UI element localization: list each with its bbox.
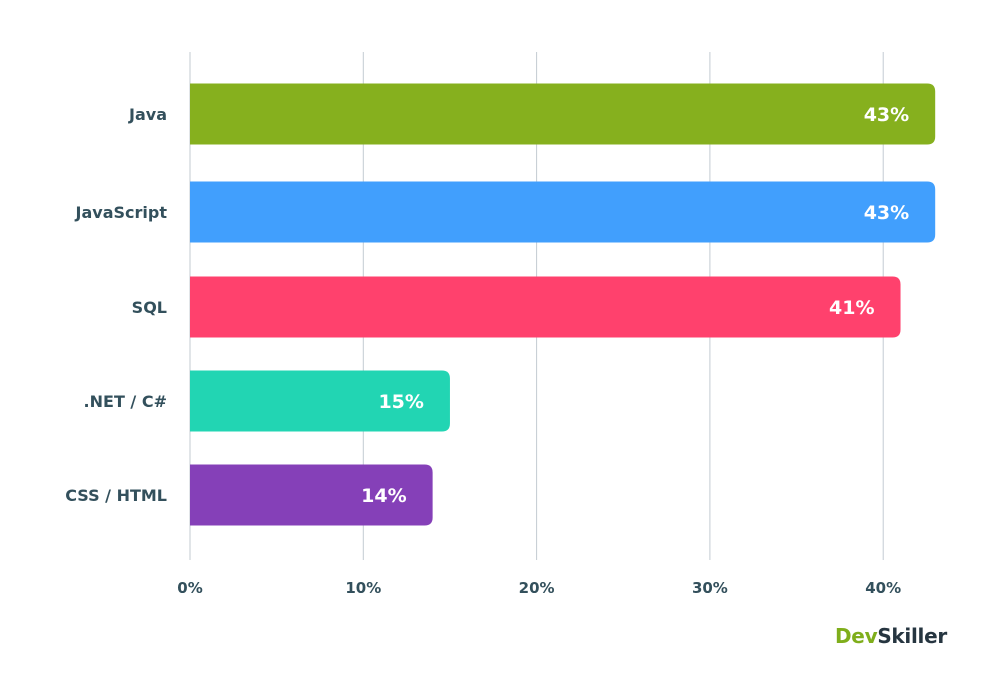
category-label: SQL (132, 298, 167, 317)
bar--net-c- (190, 370, 450, 432)
bar-javascript (190, 181, 936, 243)
category-label: CSS / HTML (65, 486, 167, 505)
value-label: 41% (829, 297, 874, 319)
devskiller-logo: DevSkiller (835, 624, 947, 648)
bar-sql (190, 276, 901, 338)
value-label: 14% (361, 485, 406, 507)
logo-skiller: Skiller (877, 624, 947, 648)
category-label: JavaScript (75, 203, 168, 222)
x-tick-label: 40% (865, 579, 901, 597)
x-tick-label: 0% (177, 579, 202, 597)
x-tick-label: 10% (345, 579, 381, 597)
logo-dev: Dev (835, 624, 878, 648)
x-tick-label: 30% (692, 579, 728, 597)
bar-java (190, 83, 936, 145)
category-label: .NET / C# (84, 392, 167, 411)
value-label: 15% (378, 391, 423, 413)
x-tick-label: 20% (519, 579, 555, 597)
bar-css-html (190, 464, 433, 526)
value-label: 43% (864, 104, 909, 126)
value-label: 43% (864, 202, 909, 224)
category-label: Java (128, 105, 167, 124)
